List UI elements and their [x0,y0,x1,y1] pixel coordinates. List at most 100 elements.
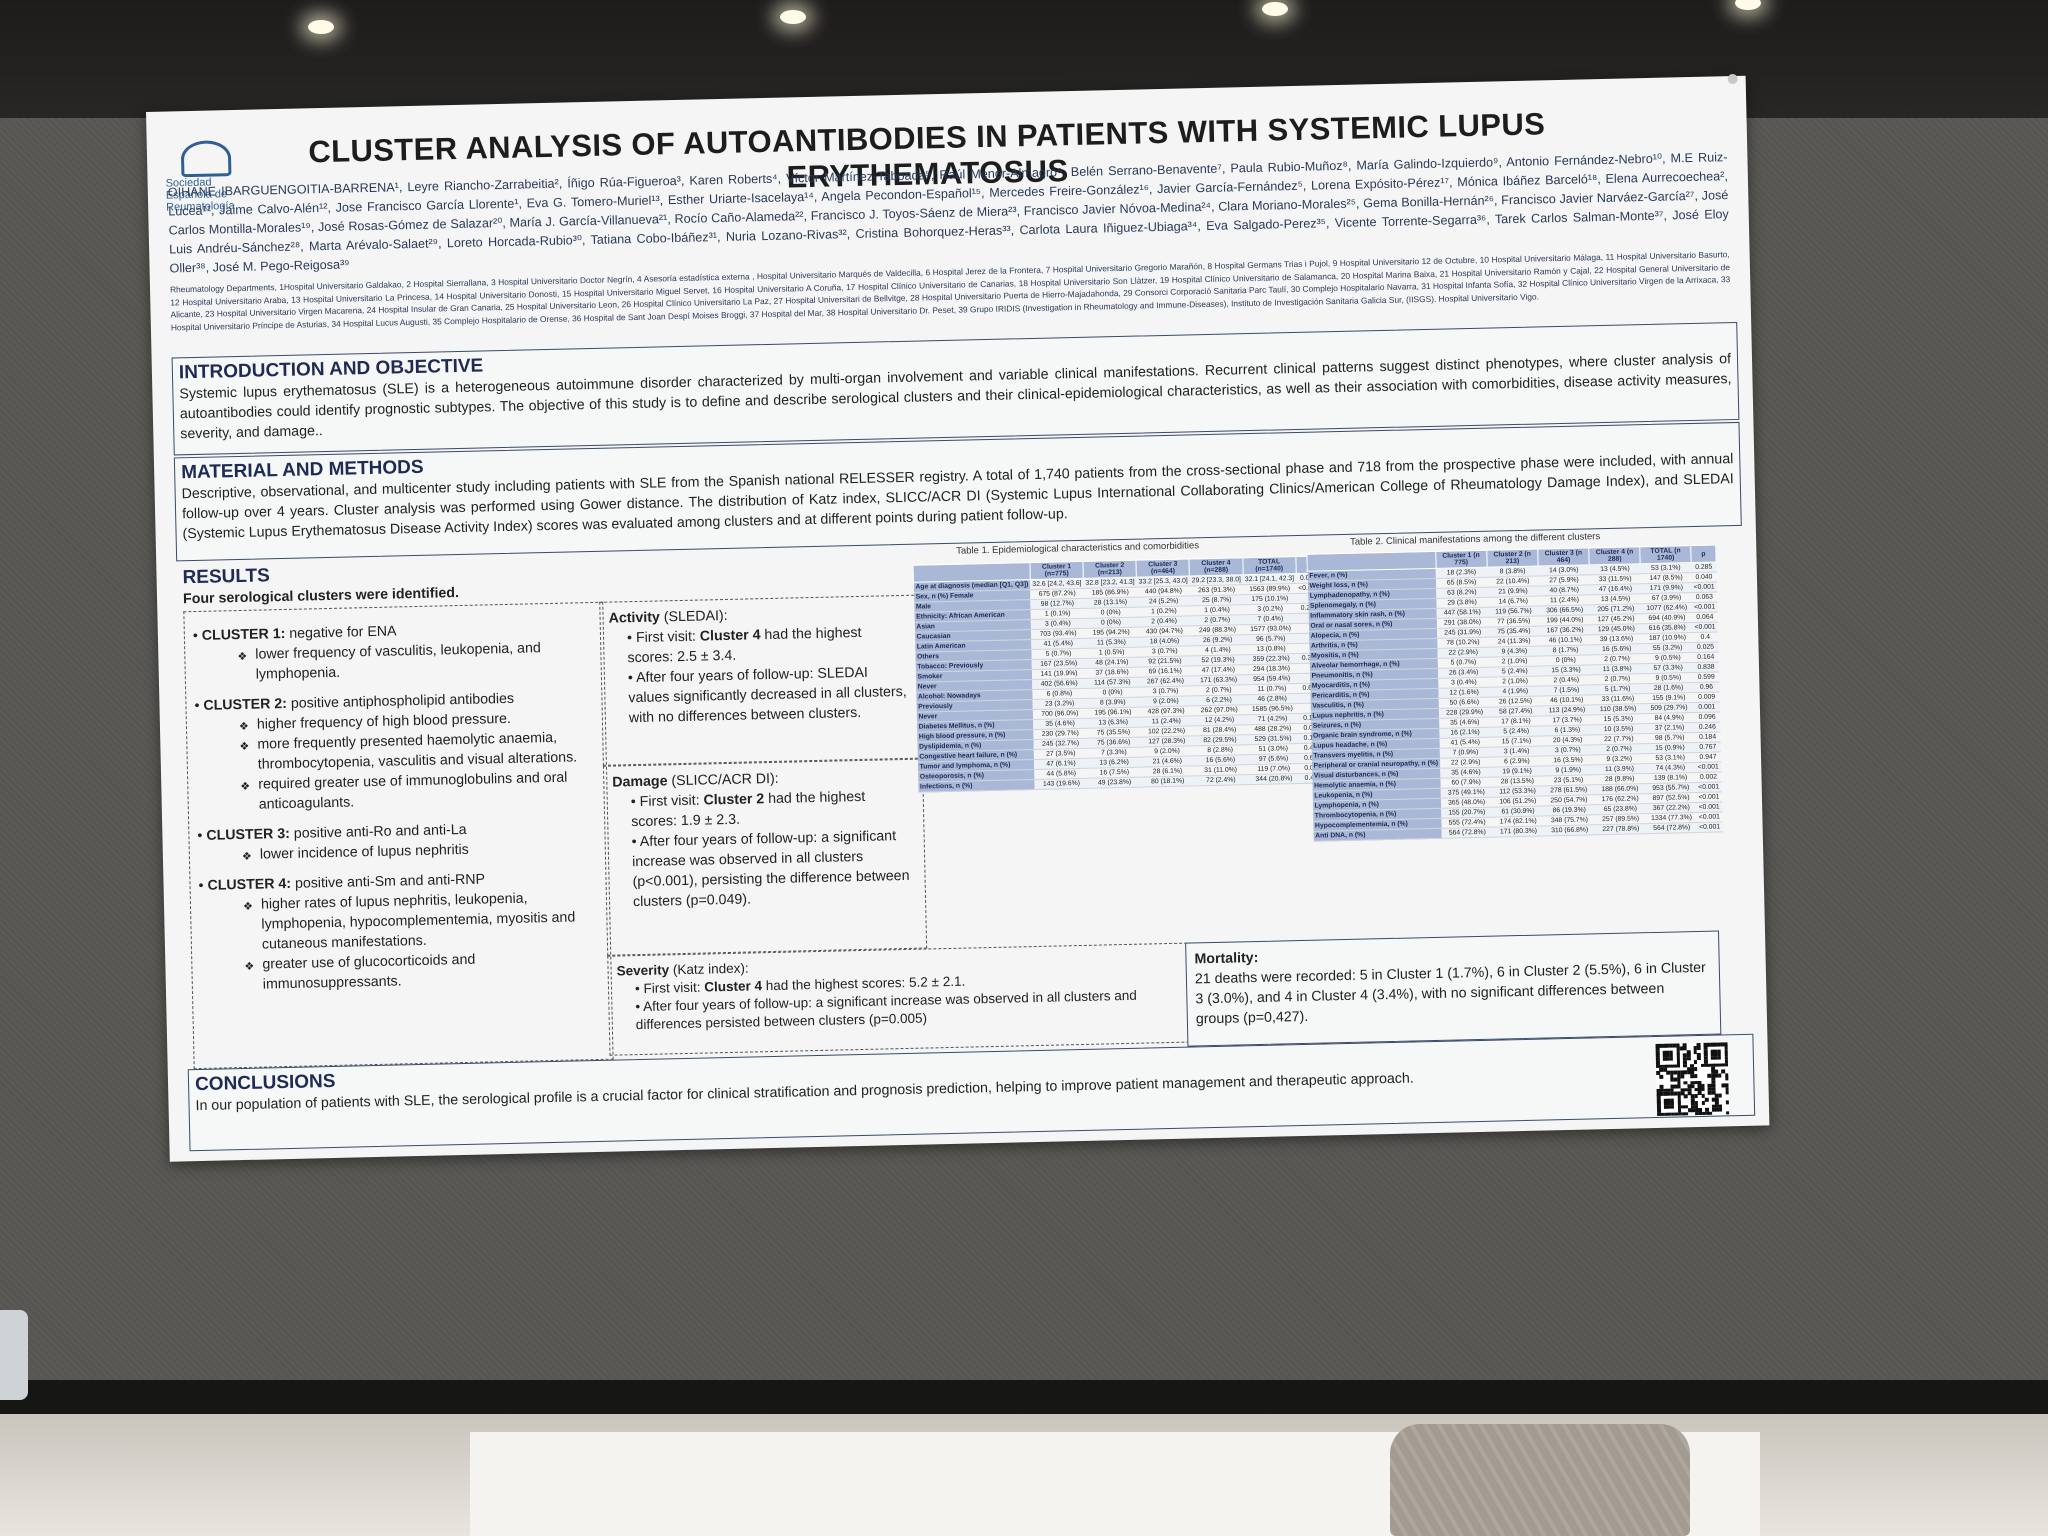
table1-header-cell: Cluster 1 (n=775) [1029,561,1084,580]
severity-b1-bold: Cluster 4 [704,978,763,995]
table-cell: 0.96 [1693,681,1720,693]
qr-module [1717,1056,1722,1061]
table1-header-cell: TOTAL (n=1740) [1242,556,1296,575]
table-cell: 564 (72.8%) [1646,822,1698,834]
table-cell: 143 (19.6%) [1034,778,1089,790]
logo-mark [180,140,232,178]
table-cell: 0.040 [1691,571,1717,583]
table2-header-cell: Cluster 2 (n 213) [1486,549,1539,568]
table-cell: <0.001 [1696,791,1722,803]
activity-head-paren: (SLEDAI): [659,607,728,626]
cluster1-detail: lower frequency of vasculitis, leukopeni… [193,637,596,686]
qr-module [1669,1057,1674,1062]
table1-header-cell: Cluster 2 (n=213) [1083,560,1137,579]
qr-module [1684,1111,1689,1116]
table-cell: 344 (20.8%) [1247,773,1301,785]
qr-module [1724,1076,1729,1081]
table2-header-cell: p [1690,544,1717,563]
qr-module [1693,1067,1698,1071]
qr-module [1724,1062,1729,1067]
qr-module [1701,1101,1706,1105]
cluster4-detail-2: greater use of glucocorticoids and immun… [200,947,603,996]
row-label: Anti DNA, n (%) [1313,828,1442,842]
qr-module [1718,1107,1723,1112]
cluster2-head: CLUSTER 2: [203,695,288,714]
table-cell: 0.096 [1694,711,1720,723]
damage-b1-bold: Cluster 2 [703,791,765,809]
clusters-panel: • CLUSTER 1: negative for ENA lower freq… [183,601,614,1070]
qr-module [1725,1090,1729,1095]
table1-header-cell: Cluster 4 (n=288) [1189,557,1243,576]
qr-module [1693,1073,1698,1078]
qr-module [1725,1100,1730,1105]
qr-module [1676,1063,1681,1068]
table-cell: 49 (23.8%) [1087,777,1142,789]
table-cell: 0.767 [1695,741,1721,753]
qr-module [1708,1111,1713,1116]
table-cell: 0.025 [1692,641,1719,653]
activity-head: Activity [608,609,661,627]
table1-header-cell: Cluster 3 (n=464) [1136,558,1190,578]
cluster1-head: CLUSTER 1: [201,625,286,644]
table2-header-cell: TOTAL (n 1740) [1640,545,1692,564]
board-rail [0,1380,2048,1414]
table-cell: <0.001 [1692,621,1718,633]
qr-module [1659,1074,1664,1079]
table-cell: 310 (66.8%) [1543,824,1596,836]
table-cell: 171 (80.3%) [1492,825,1545,838]
ceiling-light [780,10,806,24]
handbag [1390,1424,1690,1536]
table-cell: <0.001 [1696,821,1723,833]
qr-module [1684,1094,1688,1099]
severity-b1-post: had the highest scores: 5.2 ± 2.1. [761,973,966,994]
qr-module [1717,1073,1722,1078]
severity-panel: Severity (Katz index): • First visit: Cl… [607,942,1190,1056]
table-cell: 0.838 [1693,661,1719,673]
stand-post [0,1310,28,1400]
ceiling-light [1735,0,1761,10]
cluster3-text: positive anti-Ro and anti-La [289,821,467,842]
cluster4-text: positive anti-Sm and anti-RNP [290,871,486,892]
damage-panel: Damage (SLICC/ACR DI): • First visit: Cl… [602,758,928,956]
severity-b1-pre: First visit: [643,979,705,996]
qr-module [1694,1094,1699,1099]
table-cell: 0.599 [1693,671,1719,683]
table-cell: 72 (2.4%) [1194,774,1248,786]
qr-module [1693,1060,1698,1064]
cluster3-head: CLUSTER 3: [206,825,291,844]
table-cell: <0.001 [1691,601,1718,613]
cluster1-text: negative for ENA [285,623,397,642]
table-cell: 0.246 [1694,721,1720,733]
table-cell: 0.184 [1694,731,1721,743]
table2-header-cell: Cluster 4 (n 288) [1588,546,1641,565]
table1: Cluster 1 (n=775) Cluster 2 (n=213) Cluste… [912,555,1326,793]
cluster4-head: CLUSTER 4: [207,875,292,894]
table-cell: <0.001 [1696,781,1722,793]
severity-head: Severity [616,962,670,979]
table-cell: <0.001 [1696,801,1722,813]
mortality-body: 21 deaths were recorded: 5 in Cluster 1 … [1194,959,1706,1028]
qr-code[interactable] [1655,1042,1730,1117]
damage-head: Damage [612,773,668,791]
table-cell: 0.063 [1691,591,1718,603]
activity-b1-pre: First visit: [635,628,700,647]
pushpin [1727,73,1738,85]
table2: Cluster 1 (n 775) Cluster 2 (n 213) Cluste… [1306,544,1723,842]
qr-module [1686,1056,1691,1061]
table-cell: 0.001 [1694,701,1720,713]
cluster4-detail-1: higher rates of lupus nephritis, leukope… [199,887,602,956]
table-cell: 0.064 [1692,611,1718,623]
severity-head-paren: (Katz index): [668,960,749,978]
table-cell: 0.4 [1692,631,1718,643]
table-cell: 0.009 [1694,691,1720,703]
ceiling-light [308,20,334,34]
table-cell: <0.001 [1696,811,1723,823]
qr-module [1696,1056,1701,1061]
table-cell: 0.285 [1691,561,1717,573]
table-cell: 0.164 [1693,651,1719,663]
table2-header-cell: Cluster 1 (n 775) [1435,550,1487,569]
activity-b2: After four years of follow-up: SLEDAI va… [628,664,907,727]
qr-module [1670,1105,1675,1110]
activity-panel: Activity (SLEDAI): • First visit: Cluste… [599,594,923,766]
table-cell: 227 (78.8%) [1595,823,1647,835]
